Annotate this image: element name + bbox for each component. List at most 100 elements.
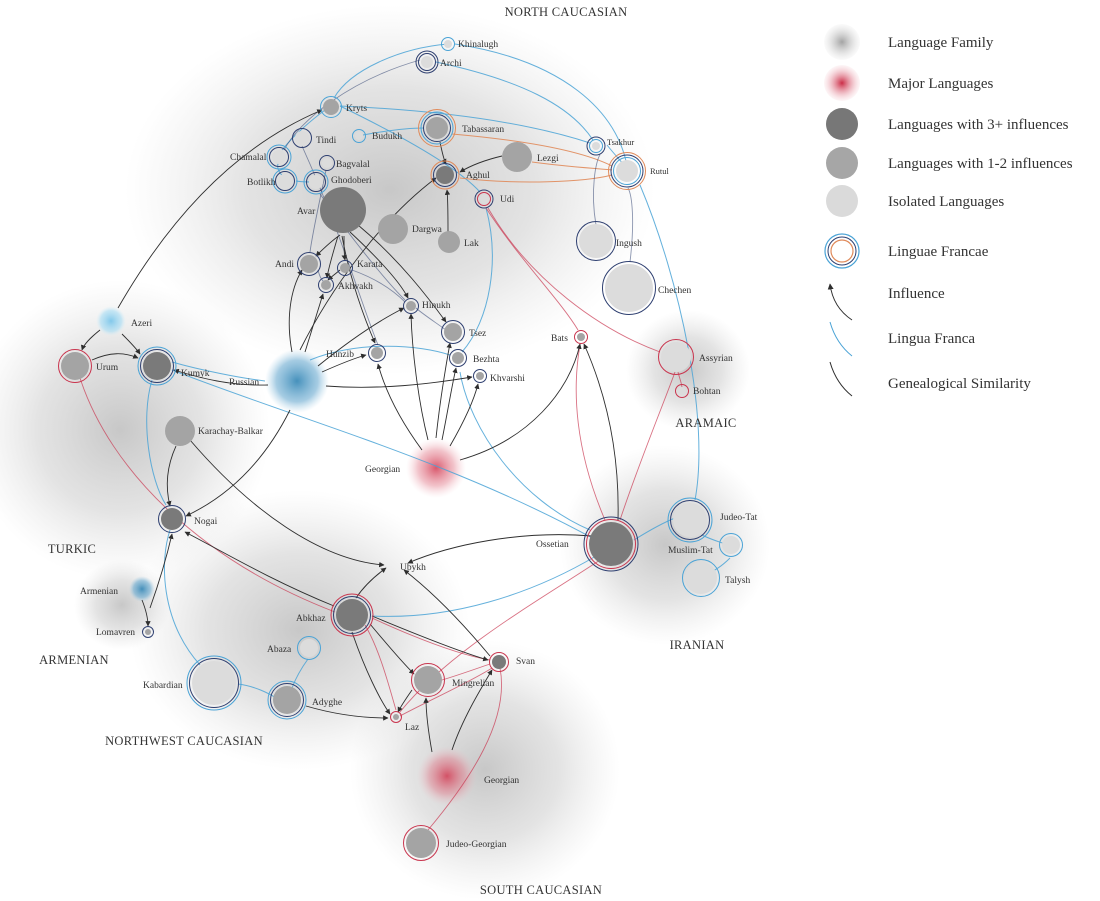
- label-kumyk: Kumyk: [181, 369, 210, 379]
- label-russian: Russian: [229, 378, 259, 388]
- label-adyghe: Adyghe: [312, 698, 342, 708]
- node-fill-lak: [438, 231, 460, 253]
- node-lezgi: [502, 142, 532, 172]
- node-ring-mingrelian-0: [411, 663, 445, 697]
- label-ghodoberi: Ghodoberi: [331, 176, 372, 186]
- legend-swatch-genealogical: [829, 361, 853, 397]
- label-andi: Andi: [275, 260, 294, 270]
- label-tsez: Tsez: [469, 329, 486, 339]
- node-fill-lezgi: [502, 142, 532, 172]
- node-botlikh: [272, 168, 298, 194]
- node-fill-hunzib: [371, 347, 383, 359]
- node-ring-judeo-tat-1: [667, 497, 713, 543]
- node-fill-adyghe: [273, 686, 301, 714]
- label-lezgi: Lezgi: [537, 154, 559, 164]
- node-fill-hinukh: [406, 301, 416, 311]
- node-ring-ossetian-1: [583, 516, 639, 572]
- label-hunzib: Hunzib: [326, 350, 354, 360]
- edge-karachay-nogai: [166, 445, 177, 507]
- label-kryts: Kryts: [346, 104, 367, 114]
- edge-azeri-kumyk: [121, 333, 141, 355]
- edge-khinalugh-kryts: [333, 43, 449, 99]
- node-ring-andi-0: [297, 252, 321, 276]
- node-karata: [337, 260, 353, 276]
- edge-georgian-bezhta: [441, 367, 458, 441]
- node-fill-bagvalal: [322, 158, 332, 168]
- label-armenian: Armenian: [80, 587, 118, 597]
- edge-laz-svan-red: [399, 667, 493, 717]
- node-fill-udi: [480, 195, 488, 203]
- legend-label-three-plus: Languages with 3+ influences: [888, 117, 1069, 133]
- node-ring-abkhaz-0: [333, 596, 371, 634]
- node-svan: [489, 652, 509, 672]
- label-tindi: Tindi: [316, 136, 337, 146]
- edge-udi-assyrian: [487, 207, 661, 353]
- family-cloud-iranian: [560, 445, 770, 645]
- node-ring-rutul-2: [608, 152, 646, 190]
- legend: Language Family Major Languages Language…: [824, 24, 1073, 397]
- edge-abkhaz-svan-red: [371, 617, 491, 661]
- edge-ossetian-ubykh: [407, 534, 593, 564]
- label-karachay-balkar: Karachay-Balkar: [198, 427, 264, 437]
- legend-label-influence: Influence: [888, 286, 945, 302]
- family-label-north-caucasian: NORTH CAUCASIAN: [505, 5, 628, 19]
- node-ghodoberi: [303, 169, 329, 195]
- node-ring-udi-0: [477, 192, 491, 206]
- label-abkhaz: Abkhaz: [296, 614, 326, 624]
- edge-russian-bezhta: [309, 345, 451, 361]
- node-ring-aghul-0: [433, 163, 457, 187]
- label-bagvalal: Bagvalal: [336, 160, 370, 170]
- legend-swatch-lingua-francae-inner: [830, 239, 854, 263]
- node-bohtan: [675, 384, 689, 398]
- node-fill-mingrelian: [414, 666, 442, 694]
- edge-khinalugh-rutul: [454, 43, 629, 173]
- node-ring-aghul-1: [430, 160, 460, 190]
- node-fill-karata: [340, 263, 350, 273]
- node-fill-bezhta: [452, 352, 464, 364]
- edge-adyghe-laz: [305, 705, 389, 721]
- legend-swatch-isolated: [826, 185, 858, 217]
- edge-russian-kumyk: [173, 368, 269, 386]
- node-bats: [574, 330, 588, 344]
- node-ring-archi-1: [415, 50, 439, 74]
- node-fill-rutul: [616, 160, 638, 182]
- family-label-south-caucasian: SOUTH CAUCASIAN: [480, 883, 602, 897]
- edge-russian-hinukh: [317, 307, 405, 367]
- node-ring-lomavren-0: [142, 626, 154, 638]
- legend-label-lingua-franca: Lingua Franca: [888, 331, 975, 347]
- node-ring-judeo-georgian-0: [403, 825, 439, 861]
- edge-lezgi-aghul: [459, 155, 503, 173]
- legend-swatch-lingua-franca: [829, 321, 853, 357]
- node-fill-assyrian: [661, 342, 691, 372]
- legend-swatch-lingua-francae-outer: [824, 233, 860, 269]
- family-label-armenian: ARMENIAN: [39, 653, 109, 667]
- legend-label-major: Major Languages: [888, 76, 994, 92]
- label-azeri: Azeri: [131, 319, 152, 329]
- node-ossetian: [583, 516, 639, 572]
- node-ring-tabassaran-1: [420, 111, 454, 145]
- node-hunzib: [368, 344, 386, 362]
- major-blob-azeri: [96, 306, 126, 336]
- node-ring-karata-0: [337, 260, 353, 276]
- node-fill-muslim-tat: [722, 536, 740, 554]
- node-ring-tsez-0: [441, 320, 465, 344]
- label-talysh: Talysh: [725, 576, 750, 586]
- edge-mingrelian-svan-red: [441, 663, 491, 681]
- node-ring-botlikh-0: [275, 171, 295, 191]
- node-budukh: [352, 129, 366, 143]
- node-ring-tabassaran-2: [418, 109, 456, 147]
- label-ubykh: Ubykh: [400, 563, 426, 573]
- edge-aghul-rutul: [459, 174, 613, 183]
- node-fill-khvarshi: [476, 372, 484, 380]
- node-ring-chamalal-0: [269, 147, 289, 167]
- node-ring-bats-0: [574, 330, 588, 344]
- node-ring-chamalal-1: [266, 144, 292, 170]
- edge-lak-aghul: [444, 189, 451, 233]
- influence-edges: [80, 109, 619, 753]
- label-tabassaran: Tabassaran: [462, 125, 504, 135]
- node-ring-bohtan-0: [675, 384, 689, 398]
- node-nogai: [158, 505, 186, 533]
- node-chamalal: [266, 144, 292, 170]
- lingua-franca-orange-edges: [451, 133, 613, 183]
